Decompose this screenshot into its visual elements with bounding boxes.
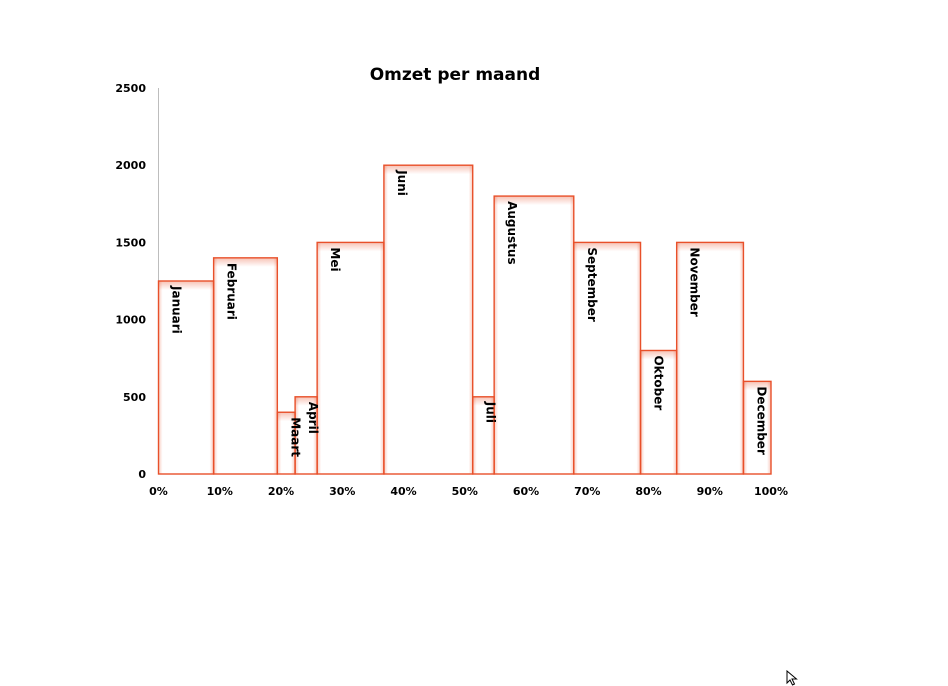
category-label: Februari <box>225 263 239 320</box>
bar-september <box>573 241 642 475</box>
y-tick-label: 2000 <box>115 159 146 172</box>
bar-december <box>742 380 772 475</box>
bar-juni <box>383 164 474 475</box>
category-label: Mei <box>328 247 342 271</box>
x-tick-label: 80% <box>635 485 661 498</box>
category-label: Maart <box>288 417 302 457</box>
bar-mei <box>316 241 385 475</box>
bars <box>157 164 772 475</box>
x-tick-label: 60% <box>513 485 539 498</box>
category-label: Juni <box>395 169 409 196</box>
category-label: Januari <box>170 285 184 334</box>
x-tick-label: 30% <box>329 485 355 498</box>
x-tick-label: 20% <box>268 485 294 498</box>
bar-november <box>675 241 745 475</box>
chart-title: Omzet per maand <box>370 65 541 85</box>
bar-januari <box>157 280 215 475</box>
category-label: September <box>585 247 599 321</box>
x-axis-ticks: 0% 10% 20% 30% 40% 50% 60% 70% 80% 90% 100% <box>149 485 788 498</box>
y-axis-ticks: 0 500 1000 1500 2000 2500 <box>115 82 146 481</box>
category-label: Oktober <box>652 355 666 410</box>
x-tick-label: 50% <box>452 485 478 498</box>
y-tick-label: 500 <box>123 391 146 404</box>
y-tick-label: 0 <box>138 468 146 481</box>
category-labels: Januari Februari Maart April Mei Juni Juli Augu… <box>170 169 769 457</box>
y-tick-label: 2500 <box>115 82 146 95</box>
x-tick-label: 40% <box>390 485 416 498</box>
x-tick-label: 100% <box>754 485 788 498</box>
mouse-cursor-icon <box>786 670 798 686</box>
x-tick-label: 0% <box>149 485 168 498</box>
y-tick-label: 1500 <box>115 236 146 249</box>
category-label: Juli <box>484 401 498 423</box>
category-label: Augustus <box>505 201 519 265</box>
category-label: November <box>688 247 702 316</box>
x-tick-label: 10% <box>207 485 233 498</box>
category-label: April <box>306 402 320 434</box>
y-tick-label: 1000 <box>115 314 146 327</box>
x-tick-label: 90% <box>697 485 723 498</box>
category-label: December <box>754 386 768 455</box>
bar-februari <box>212 257 279 475</box>
x-tick-label: 70% <box>574 485 600 498</box>
